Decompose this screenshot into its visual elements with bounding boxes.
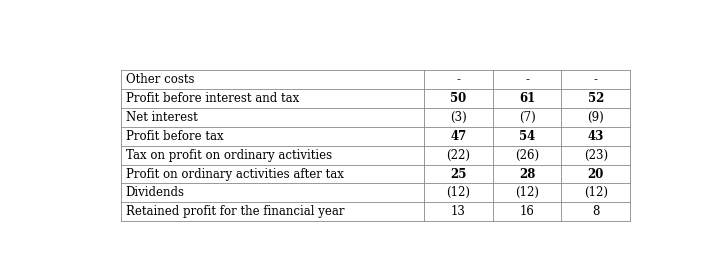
Text: (23): (23) [584,149,608,162]
Text: 43: 43 [588,130,604,143]
Text: (9): (9) [588,111,604,124]
Text: 28: 28 [519,168,535,181]
Text: (3): (3) [450,111,466,124]
Text: 25: 25 [451,168,466,181]
Text: -: - [594,73,598,86]
Text: Tax on profit on ordinary activities: Tax on profit on ordinary activities [126,149,331,162]
Text: 8: 8 [592,205,599,218]
Text: -: - [525,73,529,86]
Text: Retained profit for the financial year: Retained profit for the financial year [126,205,344,218]
Text: 16: 16 [520,205,534,218]
Text: Other costs: Other costs [126,73,194,86]
Text: Profit before interest and tax: Profit before interest and tax [126,92,299,105]
Text: Profit on ordinary activities after tax: Profit on ordinary activities after tax [126,168,344,181]
Text: (12): (12) [515,186,539,199]
Text: (26): (26) [515,149,539,162]
Text: 20: 20 [588,168,604,181]
Text: (22): (22) [446,149,470,162]
Text: 54: 54 [519,130,535,143]
Text: 50: 50 [451,92,466,105]
Text: (12): (12) [584,186,608,199]
Text: 52: 52 [588,92,604,105]
Text: 13: 13 [451,205,466,218]
Text: Profit before tax: Profit before tax [126,130,223,143]
Text: -: - [456,73,461,86]
Text: Dividends: Dividends [126,186,185,199]
Text: (7): (7) [518,111,536,124]
Text: Net interest: Net interest [126,111,197,124]
Text: 47: 47 [451,130,466,143]
Text: 61: 61 [519,92,535,105]
Text: (12): (12) [446,186,470,199]
